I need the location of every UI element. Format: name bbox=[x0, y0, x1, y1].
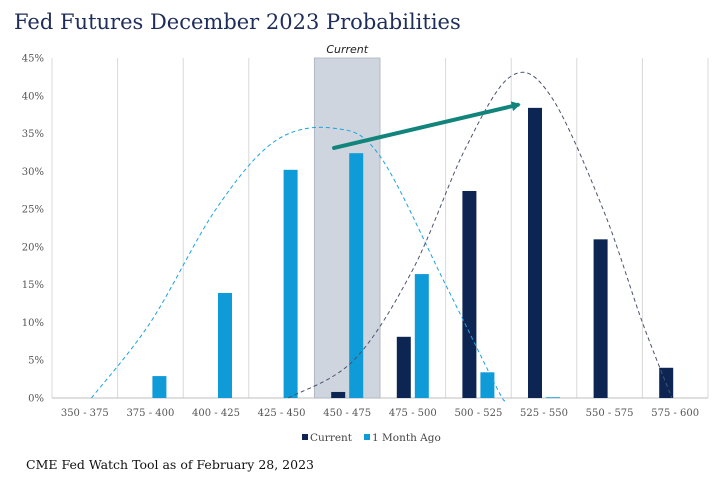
highlight-band: Current bbox=[313, 43, 381, 399]
y-tick-label: 30% bbox=[22, 167, 44, 178]
y-tick-label: 15% bbox=[22, 280, 44, 291]
highlight-label: Current bbox=[326, 43, 368, 56]
x-tick-label: 350 - 375 bbox=[61, 408, 109, 419]
grid-lines bbox=[51, 58, 709, 399]
legend-label: Current bbox=[310, 432, 353, 444]
x-tick-label: 425 - 450 bbox=[258, 408, 306, 419]
chart-title: Fed Futures December 2023 Probabilities bbox=[14, 10, 461, 34]
x-tick-label: 575 - 600 bbox=[651, 408, 699, 419]
x-tick-label: 475 - 500 bbox=[389, 408, 437, 419]
bar bbox=[593, 239, 608, 398]
y-tick-label: 45% bbox=[22, 54, 44, 65]
bar bbox=[480, 372, 495, 398]
x-tick-label: 400 - 425 bbox=[192, 408, 240, 419]
bar bbox=[396, 336, 411, 398]
y-tick-label: 10% bbox=[22, 318, 44, 329]
x-tick-label: 450 - 475 bbox=[323, 408, 371, 419]
legend: Current 1 Month Ago bbox=[302, 432, 441, 444]
y-tick-label: 0% bbox=[28, 394, 44, 405]
highlight-rect bbox=[313, 57, 381, 399]
y-tick-label: 40% bbox=[22, 91, 44, 102]
bars bbox=[152, 107, 674, 399]
distribution-curve bbox=[91, 126, 506, 402]
arrow-shaft bbox=[332, 102, 520, 150]
x-axis-ticks: 350 - 375 375 - 400 400 - 425 425 - 450 450 … bbox=[61, 408, 699, 419]
arrow-head bbox=[510, 101, 521, 112]
legend-label: 1 Month Ago bbox=[372, 432, 441, 444]
x-tick-label: 525 - 550 bbox=[520, 408, 568, 419]
x-tick-label: 500 - 525 bbox=[454, 408, 502, 419]
y-tick-label: 25% bbox=[22, 205, 44, 216]
bar bbox=[546, 397, 560, 399]
bar bbox=[462, 190, 477, 398]
distribution-curves bbox=[91, 71, 673, 402]
bar bbox=[218, 292, 232, 398]
y-tick-label: 35% bbox=[22, 129, 44, 140]
y-tick-label: 5% bbox=[28, 356, 44, 367]
x-tick-label: 375 - 400 bbox=[126, 408, 174, 419]
bar bbox=[659, 367, 674, 398]
x-tick-label: 550 - 575 bbox=[586, 408, 634, 419]
bar bbox=[528, 107, 542, 398]
bar bbox=[349, 153, 364, 398]
bar bbox=[414, 274, 429, 398]
bar bbox=[283, 169, 298, 398]
y-tick-label: 20% bbox=[22, 242, 44, 253]
bar bbox=[152, 376, 167, 398]
legend-swatch bbox=[302, 434, 308, 440]
y-axis-ticks: 0% 5% 10% 15% 20% 25% 30% 35% 40% 45% bbox=[22, 54, 44, 405]
legend-swatch bbox=[364, 434, 370, 440]
bar bbox=[331, 391, 346, 398]
shift-arrow bbox=[332, 101, 521, 150]
source-note: CME Fed Watch Tool as of February 28, 20… bbox=[26, 457, 314, 472]
distribution-curve bbox=[287, 71, 673, 399]
